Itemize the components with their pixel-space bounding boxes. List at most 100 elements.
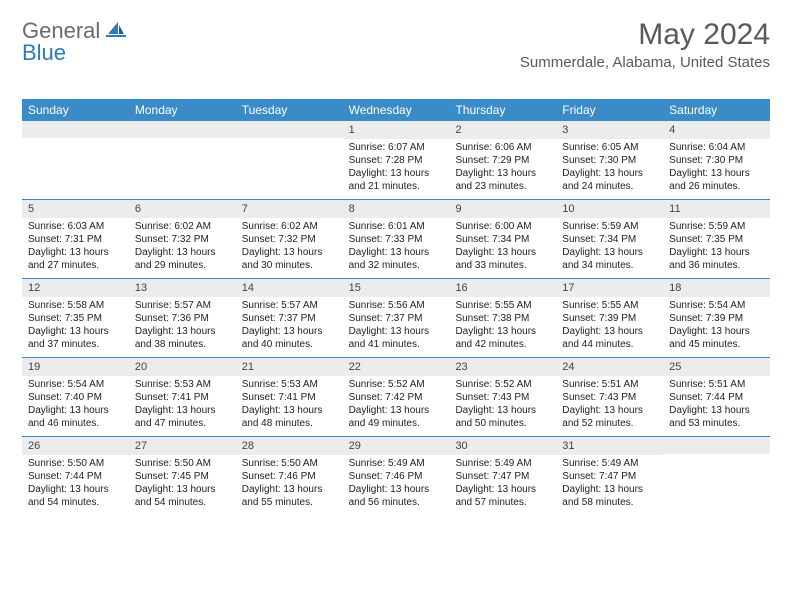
day-number: 22: [343, 358, 450, 376]
calendar: SundayMondayTuesdayWednesdayThursdayFrid…: [22, 99, 770, 515]
day-line-sr: Sunrise: 6:02 AM: [242, 220, 337, 233]
day-line-ss: Sunset: 7:43 PM: [455, 391, 550, 404]
day-body: Sunrise: 6:05 AMSunset: 7:30 PMDaylight:…: [556, 139, 663, 197]
day-line-ss: Sunset: 7:36 PM: [135, 312, 230, 325]
day-line-ss: Sunset: 7:30 PM: [669, 154, 764, 167]
day-body: Sunrise: 5:49 AMSunset: 7:47 PMDaylight:…: [449, 455, 556, 513]
day-cell: 28Sunrise: 5:50 AMSunset: 7:46 PMDayligh…: [236, 437, 343, 515]
day-line-ss: Sunset: 7:34 PM: [455, 233, 550, 246]
day-line-sr: Sunrise: 6:03 AM: [28, 220, 123, 233]
day-line-ss: Sunset: 7:35 PM: [669, 233, 764, 246]
day-line-sr: Sunrise: 5:49 AM: [349, 457, 444, 470]
day-cell-empty: [129, 121, 236, 199]
day-number: 15: [343, 279, 450, 297]
day-line-sr: Sunrise: 5:57 AM: [242, 299, 337, 312]
day-body: Sunrise: 5:52 AMSunset: 7:43 PMDaylight:…: [449, 376, 556, 434]
day-line-d1: Daylight: 13 hours: [28, 483, 123, 496]
day-cell: 26Sunrise: 5:50 AMSunset: 7:44 PMDayligh…: [22, 437, 129, 515]
day-cell: 7Sunrise: 6:02 AMSunset: 7:32 PMDaylight…: [236, 200, 343, 278]
day-cell-empty: [663, 437, 770, 515]
day-body: Sunrise: 5:59 AMSunset: 7:35 PMDaylight:…: [663, 218, 770, 276]
day-line-ss: Sunset: 7:30 PM: [562, 154, 657, 167]
day-line-d1: Daylight: 13 hours: [669, 325, 764, 338]
day-line-ss: Sunset: 7:46 PM: [349, 470, 444, 483]
day-line-sr: Sunrise: 5:52 AM: [349, 378, 444, 391]
day-number: 20: [129, 358, 236, 376]
dow-header-cell: Tuesday: [236, 99, 343, 121]
day-line-ss: Sunset: 7:41 PM: [135, 391, 230, 404]
day-line-sr: Sunrise: 5:55 AM: [562, 299, 657, 312]
day-line-d2: and 45 minutes.: [669, 338, 764, 351]
day-line-d1: Daylight: 13 hours: [135, 246, 230, 259]
dow-header-cell: Friday: [556, 99, 663, 121]
day-line-ss: Sunset: 7:39 PM: [669, 312, 764, 325]
day-line-ss: Sunset: 7:37 PM: [349, 312, 444, 325]
day-line-d2: and 37 minutes.: [28, 338, 123, 351]
week-row: 5Sunrise: 6:03 AMSunset: 7:31 PMDaylight…: [22, 199, 770, 278]
day-number: 14: [236, 279, 343, 297]
day-line-d2: and 57 minutes.: [455, 496, 550, 509]
day-number: 23: [449, 358, 556, 376]
day-line-d2: and 49 minutes.: [349, 417, 444, 430]
dow-header-cell: Saturday: [663, 99, 770, 121]
day-number: 9: [449, 200, 556, 218]
day-line-d2: and 56 minutes.: [349, 496, 444, 509]
day-cell: 27Sunrise: 5:50 AMSunset: 7:45 PMDayligh…: [129, 437, 236, 515]
day-line-d2: and 55 minutes.: [242, 496, 337, 509]
day-cell: 18Sunrise: 5:54 AMSunset: 7:39 PMDayligh…: [663, 279, 770, 357]
day-line-d1: Daylight: 13 hours: [562, 246, 657, 259]
day-cell: 21Sunrise: 5:53 AMSunset: 7:41 PMDayligh…: [236, 358, 343, 436]
day-line-sr: Sunrise: 5:58 AM: [28, 299, 123, 312]
day-cell: 25Sunrise: 5:51 AMSunset: 7:44 PMDayligh…: [663, 358, 770, 436]
day-cell: 16Sunrise: 5:55 AMSunset: 7:38 PMDayligh…: [449, 279, 556, 357]
week-row: 1Sunrise: 6:07 AMSunset: 7:28 PMDaylight…: [22, 121, 770, 199]
day-number: [663, 437, 770, 454]
day-number: 8: [343, 200, 450, 218]
day-line-d1: Daylight: 13 hours: [562, 167, 657, 180]
day-line-d2: and 48 minutes.: [242, 417, 337, 430]
day-cell: 6Sunrise: 6:02 AMSunset: 7:32 PMDaylight…: [129, 200, 236, 278]
day-body: Sunrise: 6:00 AMSunset: 7:34 PMDaylight:…: [449, 218, 556, 276]
day-line-d2: and 30 minutes.: [242, 259, 337, 272]
day-line-d1: Daylight: 13 hours: [669, 246, 764, 259]
day-body: Sunrise: 6:02 AMSunset: 7:32 PMDaylight:…: [129, 218, 236, 276]
day-line-d2: and 33 minutes.: [455, 259, 550, 272]
month-title: May 2024: [520, 18, 770, 52]
day-line-d1: Daylight: 13 hours: [242, 404, 337, 417]
day-cell: 31Sunrise: 5:49 AMSunset: 7:47 PMDayligh…: [556, 437, 663, 515]
day-line-sr: Sunrise: 5:51 AM: [669, 378, 764, 391]
day-number: 25: [663, 358, 770, 376]
day-line-sr: Sunrise: 5:52 AM: [455, 378, 550, 391]
dow-header-cell: Sunday: [22, 99, 129, 121]
day-cell: 1Sunrise: 6:07 AMSunset: 7:28 PMDaylight…: [343, 121, 450, 199]
day-body: Sunrise: 5:53 AMSunset: 7:41 PMDaylight:…: [236, 376, 343, 434]
day-line-d1: Daylight: 13 hours: [135, 404, 230, 417]
day-number: 10: [556, 200, 663, 218]
day-body: Sunrise: 6:06 AMSunset: 7:29 PMDaylight:…: [449, 139, 556, 197]
day-body: Sunrise: 5:56 AMSunset: 7:37 PMDaylight:…: [343, 297, 450, 355]
day-number: 13: [129, 279, 236, 297]
dow-header-cell: Thursday: [449, 99, 556, 121]
day-number: 5: [22, 200, 129, 218]
day-body: Sunrise: 5:52 AMSunset: 7:42 PMDaylight:…: [343, 376, 450, 434]
day-line-ss: Sunset: 7:34 PM: [562, 233, 657, 246]
day-cell: 8Sunrise: 6:01 AMSunset: 7:33 PMDaylight…: [343, 200, 450, 278]
day-line-sr: Sunrise: 5:57 AM: [135, 299, 230, 312]
day-cell: 2Sunrise: 6:06 AMSunset: 7:29 PMDaylight…: [449, 121, 556, 199]
day-line-d1: Daylight: 13 hours: [562, 325, 657, 338]
day-body: Sunrise: 5:54 AMSunset: 7:40 PMDaylight:…: [22, 376, 129, 434]
logo-sail-icon: [106, 20, 126, 43]
day-body: Sunrise: 5:53 AMSunset: 7:41 PMDaylight:…: [129, 376, 236, 434]
day-line-sr: Sunrise: 5:49 AM: [562, 457, 657, 470]
day-line-sr: Sunrise: 5:50 AM: [242, 457, 337, 470]
week-row: 26Sunrise: 5:50 AMSunset: 7:44 PMDayligh…: [22, 436, 770, 515]
day-number: 3: [556, 121, 663, 139]
day-cell: 30Sunrise: 5:49 AMSunset: 7:47 PMDayligh…: [449, 437, 556, 515]
day-line-d2: and 34 minutes.: [562, 259, 657, 272]
day-line-sr: Sunrise: 5:53 AM: [242, 378, 337, 391]
location-text: Summerdale, Alabama, United States: [520, 54, 770, 71]
day-line-sr: Sunrise: 6:02 AM: [135, 220, 230, 233]
day-line-ss: Sunset: 7:47 PM: [562, 470, 657, 483]
day-number: 28: [236, 437, 343, 455]
day-line-ss: Sunset: 7:42 PM: [349, 391, 444, 404]
